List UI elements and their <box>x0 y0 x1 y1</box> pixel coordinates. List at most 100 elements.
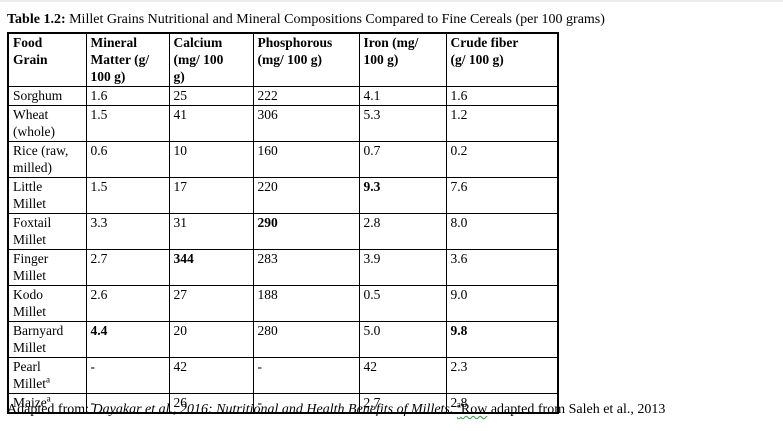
footnote-marker-sup: a <box>456 399 461 410</box>
column-header: Mineral Matter (g/ 100 g) <box>85 32 170 87</box>
table-row: Rice (raw, milled) 0.6 10 160 0.7 0.2 <box>7 141 559 178</box>
cell-value: 2.7 <box>358 393 447 414</box>
footnote-marker-word: Row <box>460 402 488 417</box>
food-grain-name: Little Millet <box>13 179 46 211</box>
cell-value: 344 <box>168 249 254 286</box>
cell-food-grain: Foxtail Millet <box>7 213 87 250</box>
cell-value: 20 <box>168 321 254 358</box>
source-note-marker: aRow <box>456 399 488 417</box>
cell-value: 2.7 <box>85 249 170 286</box>
food-grain-name: Wheat (whole) <box>13 107 55 139</box>
footnote-marker: a <box>46 374 50 385</box>
cell-value: 220 <box>252 177 360 214</box>
cell-value: 4.4 <box>85 321 170 358</box>
cell-value: 1.5 <box>85 177 170 214</box>
source-note: Adapted from: Dayakar et al., 2016: Nutr… <box>7 399 666 418</box>
table-row: Maizea -26-2.7 2.8 <box>7 393 559 414</box>
table-row: Foxtail Millet 3.3 31 290 2.8 8.0 <box>7 213 559 250</box>
cell-value: 3.9 <box>358 249 447 286</box>
cell-value: 0.5 <box>358 285 447 322</box>
cell-value: 3.3 <box>85 213 170 250</box>
cell-food-grain: Finger Millet <box>7 249 87 286</box>
cell-value: 9.3 <box>358 177 447 214</box>
source-note-citation: Dayakar et al., 2016: Nutritional and He… <box>92 402 454 417</box>
cell-value: 0.6 <box>85 141 170 178</box>
column-header: Iron (mg/ 100 g) <box>358 32 447 87</box>
table-row: Finger Millet 2.7 344 283 3.9 3.6 <box>7 249 559 286</box>
cell-value: 1.6 <box>85 86 170 106</box>
cell-value: 25 <box>168 86 254 106</box>
table-caption-text: Millet Grains Nutritional and Mineral Co… <box>65 12 605 27</box>
cell-value: 1.6 <box>445 86 559 106</box>
cell-food-grain: Barnyard Millet <box>7 321 87 358</box>
cell-food-grain: Pearl Milleta <box>7 357 87 394</box>
cell-value: 2.6 <box>85 285 170 322</box>
food-grain-name: Barnyard Millet <box>13 323 64 355</box>
cell-value: 3.6 <box>445 249 559 286</box>
table-row: Wheat (whole) 1.5 41 306 5.3 1.2 <box>7 105 559 142</box>
cell-value: 2.8 <box>358 213 447 250</box>
cell-value: 5.3 <box>358 105 447 142</box>
cell-value: 222 <box>252 86 360 106</box>
table-body: Sorghum 1.6 25 222 4.1 1.6 Wheat (whole) 1.5 41 3… <box>7 86 559 414</box>
cell-value: 26 <box>168 393 254 414</box>
cell-value: 283 <box>252 249 360 286</box>
cell-food-grain: Sorghum <box>7 86 87 106</box>
cell-value: 27 <box>168 285 254 322</box>
cell-food-grain: Little Millet <box>7 177 87 214</box>
cell-value: 306 <box>252 105 360 142</box>
cell-food-grain: Kodo Millet <box>7 285 87 322</box>
column-header: Phosphorous (mg/ 100 g) <box>252 32 360 87</box>
source-note-suffix: adapted from Saleh et al., 2013 <box>487 402 666 417</box>
cell-value: 9.8 <box>445 321 559 358</box>
column-header: Crude fiber (g/ 100 g) <box>445 32 559 87</box>
table-row: Pearl Milleta -42-42 2.3 <box>7 357 559 394</box>
cell-food-grain: Rice (raw, milled) <box>7 141 87 178</box>
cell-value: 4.1 <box>358 86 447 106</box>
cell-value: - <box>85 357 170 394</box>
cell-value: 10 <box>168 141 254 178</box>
cell-food-grain: Maizea <box>7 393 87 414</box>
cell-value: - <box>252 357 360 394</box>
cell-value: 9.0 <box>445 285 559 322</box>
cell-value: 2.3 <box>445 357 559 394</box>
cell-value: 42 <box>358 357 447 394</box>
cell-value: 17 <box>168 177 254 214</box>
table-row: Little Millet 1.5 17 220 9.3 7.6 <box>7 177 559 214</box>
footnote-marker: a <box>46 393 51 404</box>
table-row: Sorghum 1.6 25 222 4.1 1.6 <box>7 86 559 106</box>
cell-value: 42 <box>168 357 254 394</box>
cell-value: 2.8 <box>445 393 559 414</box>
column-header: Calcium (mg/ 100 g) <box>168 32 254 87</box>
cell-value: 290 <box>252 213 360 250</box>
cell-value: 188 <box>252 285 360 322</box>
food-grain-name: Finger Millet <box>13 251 49 283</box>
cell-value: 280 <box>252 321 360 358</box>
cell-value: 31 <box>168 213 254 250</box>
cell-food-grain: Wheat (whole) <box>7 105 87 142</box>
header-row: Food Grain Mineral Matter (g/ 100 g) Calci… <box>7 32 559 87</box>
table-caption-label: Table 1.2: <box>7 12 66 27</box>
food-grain-name: Pearl Millet <box>13 359 46 391</box>
cell-value: 1.5 <box>85 105 170 142</box>
cell-value: 160 <box>252 141 360 178</box>
cell-value: 0.2 <box>445 141 559 178</box>
table-caption: Table 1.2: Millet Grains Nutritional and… <box>7 11 605 29</box>
food-grain-name: Foxtail Millet <box>13 215 52 247</box>
cell-value: 8.0 <box>445 213 559 250</box>
food-grain-name: Sorghum <box>13 88 63 103</box>
food-grain-name: Rice (raw, milled) <box>13 143 69 175</box>
cell-value: 0.7 <box>358 141 447 178</box>
table-row: Barnyard Millet 4.4 20 280 5.0 9.8 <box>7 321 559 358</box>
cell-value: 5.0 <box>358 321 447 358</box>
source-note-prefix: Adapted from: <box>7 402 93 417</box>
cell-value: 41 <box>168 105 254 142</box>
cell-value: 1.2 <box>445 105 559 142</box>
food-grain-name: Kodo Millet <box>13 287 46 319</box>
cell-value: 7.6 <box>445 177 559 214</box>
column-header: Food Grain <box>7 32 87 87</box>
table-row: Kodo Millet 2.6 27 188 0.5 9.0 <box>7 285 559 322</box>
nutrition-table: Food Grain Mineral Matter (g/ 100 g) Calci… <box>7 32 559 414</box>
food-grain-name: Maize <box>13 395 47 410</box>
